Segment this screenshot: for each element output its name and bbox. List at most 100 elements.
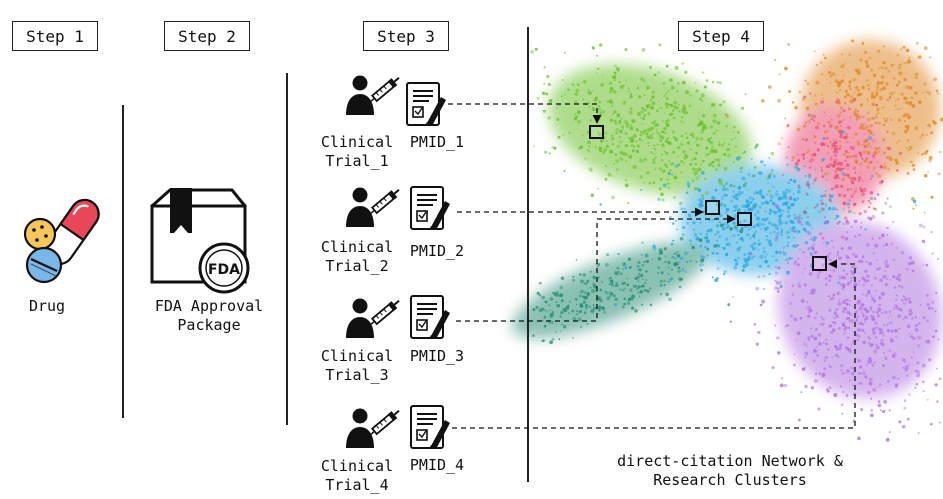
network-node — [868, 381, 873, 386]
network-node — [532, 145, 535, 147]
network-node — [909, 333, 911, 335]
network-node — [858, 283, 861, 286]
network-node — [615, 168, 619, 172]
network-node — [747, 173, 751, 177]
network-node — [774, 192, 779, 197]
network-node — [824, 283, 828, 286]
network-node — [763, 164, 766, 167]
target-square-1 — [589, 125, 604, 139]
network-node — [938, 421, 941, 424]
network-node — [814, 206, 817, 209]
network-node — [709, 140, 714, 145]
network-node — [788, 200, 790, 203]
network-node — [834, 125, 839, 130]
network-node — [679, 201, 683, 206]
network-node — [721, 198, 724, 201]
trial-label-line2: Trial_4 — [325, 476, 389, 494]
network-node — [682, 104, 686, 108]
network-node — [865, 125, 869, 129]
network-node — [752, 206, 756, 210]
network-node — [700, 93, 705, 98]
network-node — [870, 408, 874, 412]
network-node — [827, 295, 830, 298]
network-node — [899, 107, 902, 110]
network-node — [833, 153, 837, 157]
network-node — [822, 53, 825, 56]
network-node — [596, 130, 600, 134]
network-node — [807, 223, 812, 227]
network-node — [906, 324, 911, 329]
network-node — [885, 437, 890, 442]
network-node — [821, 202, 825, 206]
network-node — [884, 269, 887, 273]
network-node — [870, 359, 873, 362]
network-node — [859, 226, 863, 229]
network-node — [827, 70, 832, 75]
network-node — [627, 136, 631, 140]
network-node — [816, 276, 820, 279]
pmid-1-label: PMID_1 — [409, 133, 465, 151]
network-node — [861, 255, 865, 259]
network-node — [897, 273, 902, 278]
network-node — [806, 180, 810, 184]
network-node — [778, 280, 782, 285]
network-node — [749, 252, 753, 256]
network-node — [588, 145, 591, 148]
network-node — [860, 407, 864, 412]
network-node — [680, 207, 684, 211]
network-node — [905, 85, 910, 90]
network-node — [664, 102, 669, 106]
network-node — [802, 157, 806, 160]
network-node — [766, 217, 769, 220]
network-node — [867, 129, 871, 133]
network-node — [876, 80, 881, 84]
document-pen-icon — [410, 186, 451, 231]
network-node — [909, 335, 913, 339]
network-node — [897, 108, 900, 111]
network-node — [853, 212, 856, 215]
network-node — [822, 193, 827, 198]
network-node — [543, 66, 546, 69]
network-node — [799, 316, 803, 320]
network-node — [782, 193, 787, 198]
network-node — [933, 77, 937, 82]
network-node — [865, 243, 870, 247]
network-node — [874, 321, 878, 326]
network-node — [624, 143, 628, 148]
network-node — [625, 122, 628, 125]
network-node — [618, 81, 621, 83]
network-node — [807, 336, 811, 340]
network-node — [857, 114, 861, 119]
network-node — [779, 383, 784, 388]
trial-label-line2: Trial_1 — [325, 152, 389, 170]
network-node — [902, 295, 905, 298]
network-node — [680, 171, 683, 174]
network-node — [684, 270, 687, 273]
network-node — [735, 156, 740, 161]
network-node — [791, 284, 795, 287]
network-node — [674, 164, 679, 168]
network-node — [702, 126, 707, 130]
network-node — [786, 123, 790, 127]
network-node — [875, 85, 880, 89]
network-node — [855, 116, 858, 119]
network-node — [651, 258, 654, 261]
trial-label-line2: Trial_3 — [325, 366, 389, 384]
network-node — [856, 70, 861, 75]
network-node — [741, 204, 745, 209]
network-node — [842, 285, 846, 289]
network-node — [613, 79, 616, 82]
network-node — [870, 178, 872, 180]
network-node — [910, 356, 913, 359]
network-node — [641, 106, 645, 110]
network-node — [838, 277, 841, 280]
network-node — [879, 341, 883, 345]
network-node — [927, 123, 932, 128]
network-node — [917, 322, 921, 325]
network-node — [856, 315, 860, 319]
network-node — [882, 245, 885, 247]
network-node — [917, 344, 921, 348]
network-node — [839, 125, 842, 128]
network-node — [716, 80, 720, 84]
network-node — [689, 243, 692, 246]
